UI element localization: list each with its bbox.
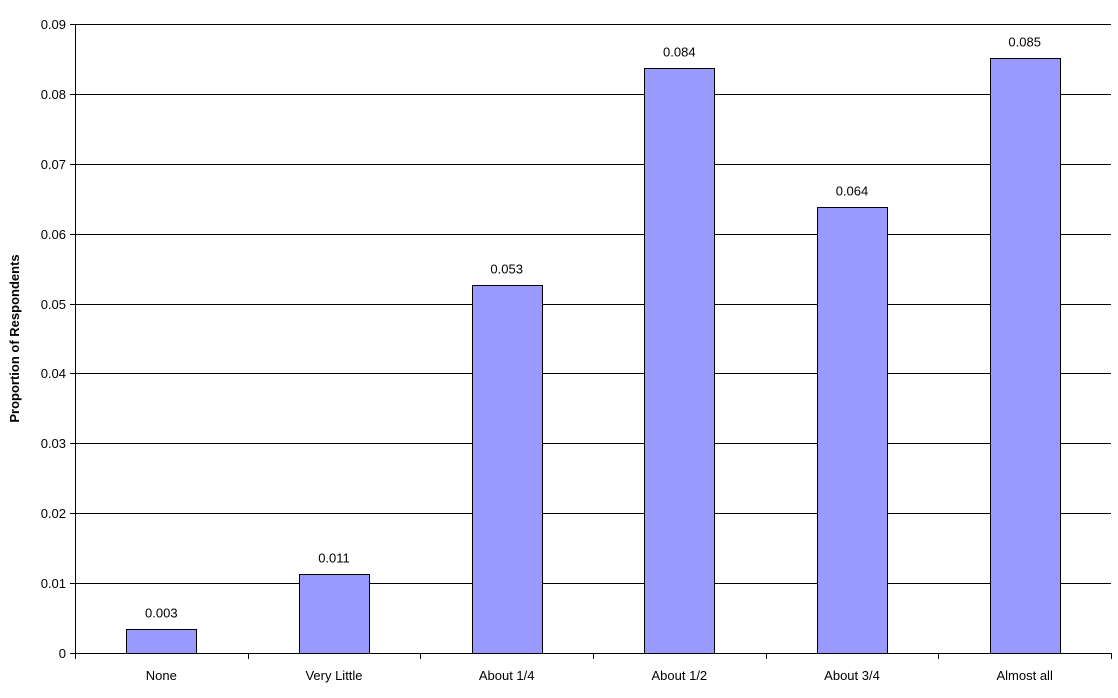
bar-about-1-2 — [644, 68, 715, 654]
y-tick-label: 0 — [59, 646, 66, 661]
data-label: 0.003 — [145, 606, 178, 621]
axes — [75, 24, 1111, 654]
x-tick-label: Very Little — [305, 668, 362, 683]
x-tick-label: About 1/4 — [479, 668, 535, 683]
x-tick-label: About 3/4 — [824, 668, 880, 683]
data-label: 0.053 — [490, 262, 523, 277]
bar-about-1-4 — [472, 285, 543, 654]
data-label: 0.064 — [836, 184, 869, 199]
bars — [126, 58, 1061, 654]
y-tick-label: 0.02 — [41, 506, 66, 521]
y-tick-label: 0.06 — [41, 227, 66, 242]
y-tick-label: 0.08 — [41, 87, 66, 102]
y-tick-label: 0.04 — [41, 366, 66, 381]
bar-very-little — [299, 574, 370, 654]
x-tick-label: None — [146, 668, 177, 683]
bar-about-3-4 — [817, 207, 888, 654]
data-label: 0.011 — [318, 551, 350, 566]
y-axis-title: Proportion of Respondents — [7, 254, 22, 422]
y-tick-label: 0.01 — [41, 576, 66, 591]
bar-none — [126, 629, 197, 654]
data-label: 0.085 — [1008, 35, 1041, 50]
data-label: 0.084 — [663, 45, 696, 60]
y-tick-label: 0.09 — [41, 17, 66, 32]
x-tick-label: Almost all — [996, 668, 1052, 683]
y-tick-label: 0.05 — [41, 297, 66, 312]
bar-almost-all — [990, 58, 1061, 654]
y-tick-label: 0.03 — [41, 436, 66, 451]
y-tick-label: 0.07 — [41, 157, 66, 172]
gridlines — [70, 24, 1112, 659]
labels: 0 0.01 0.02 0.03 0.04 0.05 0.06 0.07 0.08 0.09 0.0… — [41, 17, 1053, 683]
x-tick-label: About 1/2 — [652, 668, 708, 683]
